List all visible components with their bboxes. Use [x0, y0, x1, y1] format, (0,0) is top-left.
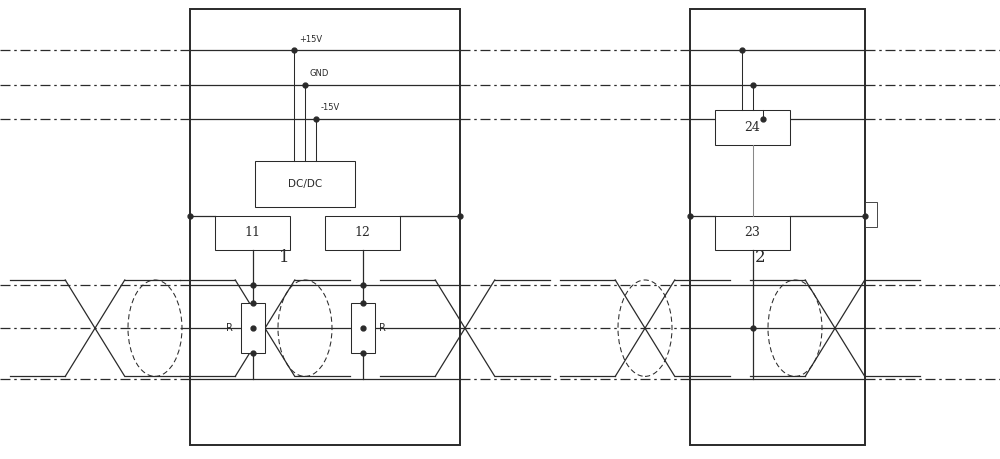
Text: +15V: +15V [299, 34, 322, 44]
Text: 24: 24 [745, 121, 760, 134]
Bar [690, 9, 865, 445]
Text: R: R [380, 323, 386, 333]
Bar [240, 303, 264, 353]
Bar [255, 161, 355, 207]
Bar [190, 9, 460, 445]
Text: R: R [226, 323, 232, 333]
Text: DC/DC: DC/DC [288, 179, 322, 189]
Bar [865, 202, 877, 227]
Text: 12: 12 [355, 226, 370, 240]
Text: -15V: -15V [321, 103, 340, 112]
Bar [351, 303, 374, 353]
Bar [715, 216, 790, 250]
Text: 11: 11 [244, 226, 260, 240]
Text: 23: 23 [745, 226, 760, 240]
Text: 2: 2 [755, 248, 765, 266]
Bar [325, 216, 400, 250]
Text: GND: GND [310, 69, 329, 78]
Bar [215, 216, 290, 250]
Bar [715, 110, 790, 145]
Text: 1: 1 [279, 248, 290, 266]
